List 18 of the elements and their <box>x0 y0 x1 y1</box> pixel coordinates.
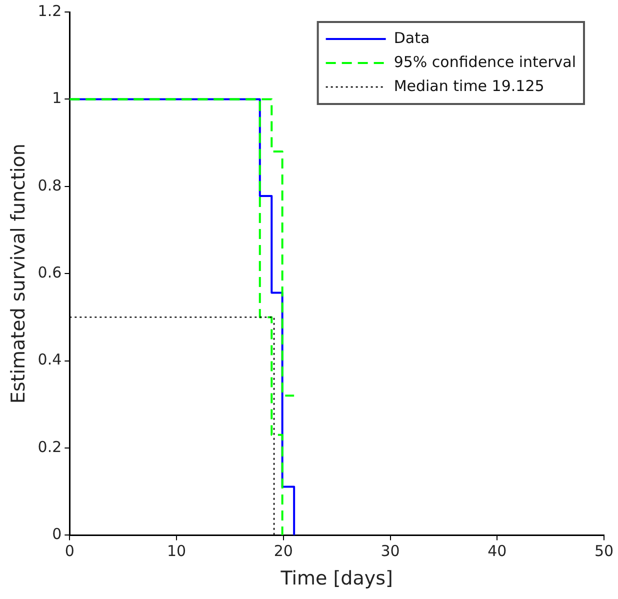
y-tick-label: 0.4 <box>38 350 62 369</box>
legend-label: Data <box>394 28 430 47</box>
x-tick-label: 0 <box>64 542 74 560</box>
x-tick-label: 50 <box>594 542 614 560</box>
x-tick-label: 20 <box>274 542 293 560</box>
y-tick-label: 0.2 <box>38 438 62 456</box>
x-tick-label: 30 <box>380 542 400 560</box>
y-tick-label: 0.8 <box>38 176 62 194</box>
legend-label: 95% confidence interval <box>394 52 576 71</box>
x-tick-label: 10 <box>166 542 186 560</box>
y-tick-label: 1.2 <box>38 2 62 20</box>
x-axis-title: Time [days] <box>280 568 393 590</box>
y-tick-label: 1 <box>52 89 62 108</box>
legend-label: Median time 19.125 <box>394 76 544 95</box>
y-axis-title: Estimated survival function <box>7 144 30 404</box>
x-tick-label: 40 <box>488 542 507 560</box>
y-tick-label: 0 <box>52 525 62 544</box>
y-tick-label: 0.6 <box>38 263 62 282</box>
